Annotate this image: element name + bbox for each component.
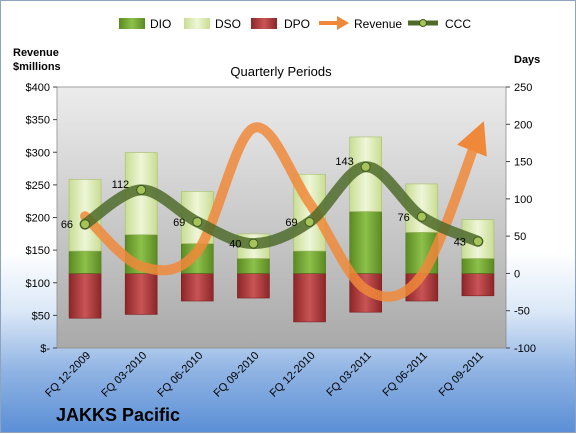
ccc-data-label: 40 [229,239,241,251]
legend-revenue-icon [319,16,349,30]
right-tick-label: 250 [514,82,532,94]
bar-dpo [461,273,495,297]
bar-dpo [124,273,158,315]
ccc-data-label: 43 [454,236,466,248]
right-axis-title: Days [514,54,540,66]
bar-dpo [181,273,214,302]
ccc-point [360,161,371,172]
category-label: FQ 06-2011 [381,350,430,399]
right-tick-label: 150 [514,157,532,169]
revenue-series [80,121,487,302]
category-label: FQ 09-2010 [212,350,262,400]
ccc-point [416,211,427,222]
left-tick-label: $400 [26,82,50,94]
left-tick-label: $200 [26,213,50,225]
ccc-series: 66 112 69 40 69 143 76 43 [61,156,484,251]
legend-dso-label: DSO [215,17,241,31]
ccc-data-label: 66 [61,219,73,231]
ccc-data-label: 69 [285,217,297,229]
ccc-data-label: 76 [398,212,410,224]
ccc-data-label: 112 [112,179,130,191]
left-axis-title-line2: $millions [13,61,61,73]
left-tick-label: $150 [26,245,50,257]
left-tick-label: $350 [26,115,50,127]
category-label: FQ 03-2011 [324,350,373,399]
category-label: FQ 09-2011 [437,350,486,399]
legend-dio-label: DIO [150,17,171,31]
bar-dio [461,258,495,274]
ccc-point [472,236,483,247]
category-label: FQ 12-2009 [43,350,93,400]
category-labels: FQ 12-2009 FQ 03-2010 FQ 06-2010 FQ 09-2010… [43,350,486,400]
ccc-data-label: 143 [335,156,353,168]
category-label: FQ 03-2010 [99,350,149,400]
left-axis-title-line1: Revenue [13,47,59,59]
company-name: JAKKS Pacific [56,405,181,425]
legend-ccc-label: CCC [445,17,471,31]
left-tick-label: $50 [32,310,50,322]
bar-dpo [293,273,326,323]
ccc-point [248,238,259,249]
legend-dio-swatch [119,18,145,29]
left-tick-label: $300 [26,147,50,159]
chart-title: Quarterly Periods [230,64,332,79]
category-label: FQ 12-2010 [268,350,318,400]
bar-dpo [237,273,270,299]
category-label: FQ 06-2010 [155,350,205,400]
ccc-point [304,216,315,227]
legend-ccc-icon [408,19,438,27]
right-tick-label: -100 [514,343,536,355]
right-tick-label: 0 [514,268,520,280]
left-axis-ticks: $- $50 $100 $150 $200 $250 $300 $350 $400 [26,82,57,355]
bar-dio [68,250,102,274]
revenue-line [80,121,487,302]
right-tick-label: 100 [514,194,532,206]
ccc-point [192,216,203,227]
right-tick-label: 200 [514,119,532,131]
ccc-point [136,184,147,195]
legend-dpo-swatch [251,18,277,29]
right-tick-label: -50 [514,306,530,318]
bar-dio [349,211,382,274]
left-tick-label: $100 [26,278,50,290]
bar-dio [237,258,270,274]
legend-dso-swatch [184,18,210,29]
legend-revenue-label: Revenue [354,17,402,31]
ccc-point [80,219,91,230]
legend: DIO DSO DPO Revenue CCC [119,16,471,31]
ccc-data-label: 69 [173,217,185,229]
bar-dio [293,250,326,274]
right-tick-label: 50 [514,231,526,243]
plot-area [56,86,507,349]
left-tick-label: $250 [26,180,50,192]
legend-dpo-label: DPO [284,17,310,31]
left-tick-label: $- [40,343,50,355]
right-axis-ticks: -100 -50 0 50 100 150 200 250 [506,82,536,355]
bar-dpo [68,273,102,319]
